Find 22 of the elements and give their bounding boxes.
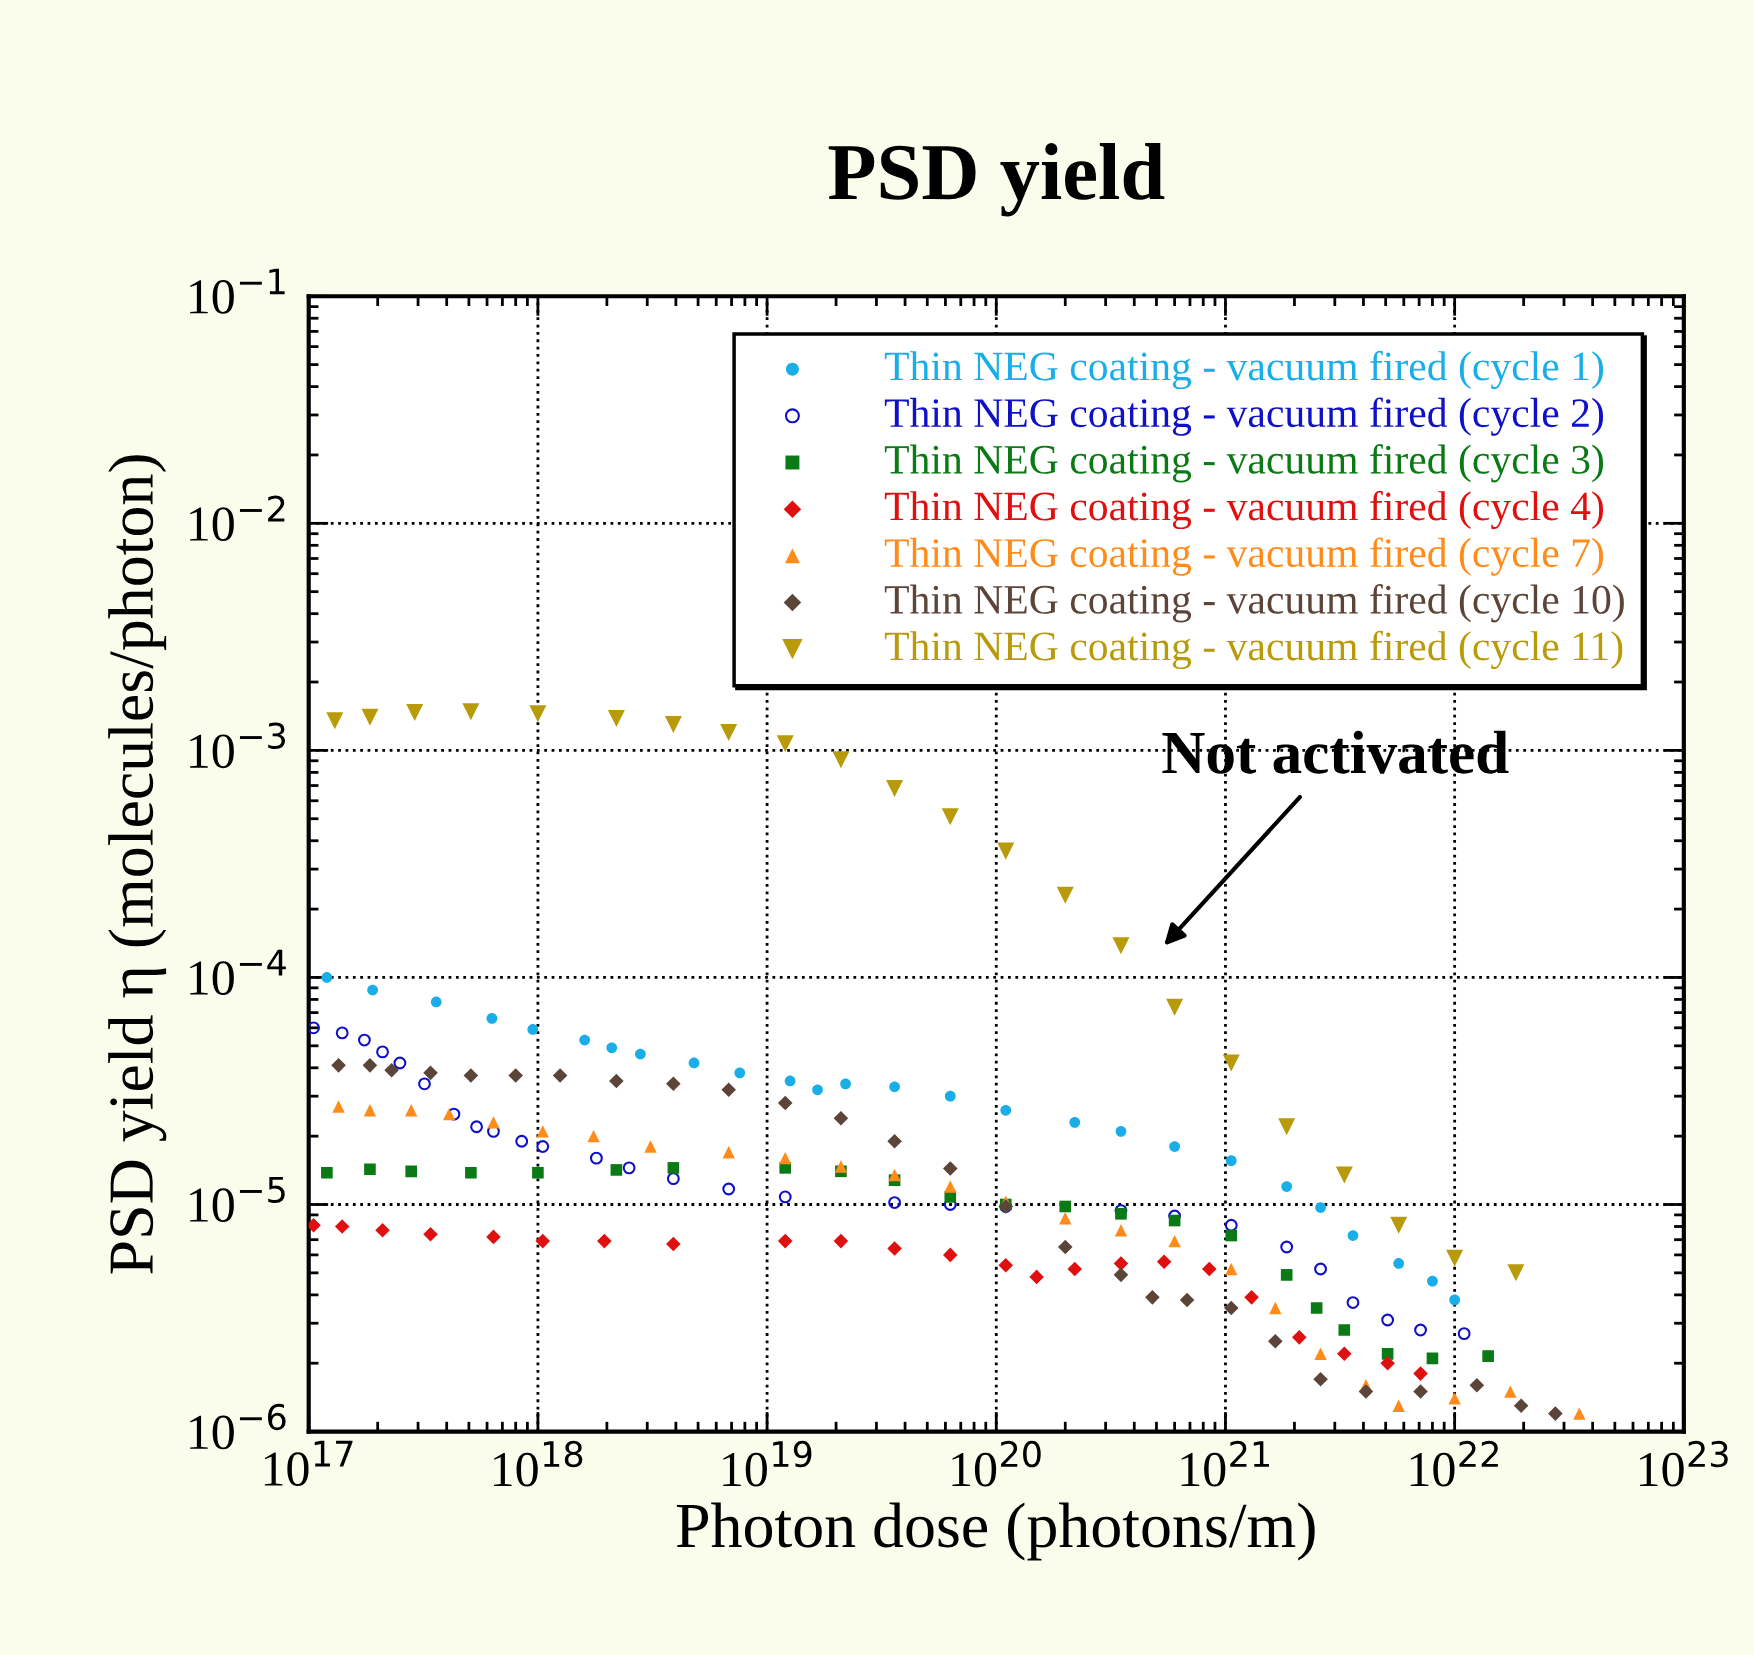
x-tick-label: 10$^{18}$ <box>494 1440 583 1487</box>
y-tick-label: 10$^{−5}$ <box>190 1176 285 1223</box>
legend-label: Thin NEG coating - vacuum fired (cycle 1) <box>884 350 1604 390</box>
x-tick-label: 10$^{20}$ <box>952 1440 1041 1487</box>
y-tick-label: 10$^{−3}$ <box>190 722 286 769</box>
x-tick-label: 10$^{21}$ <box>1181 1440 1269 1487</box>
legend-label: Thin NEG coating - vacuum fired (cycle 10) <box>884 584 1624 623</box>
legend-label: Thin NEG coating - vacuum fired (cycle 3) <box>884 444 1604 483</box>
y-axis-title: PSD yield η (molecules/photon) <box>108 455 167 1274</box>
legend-label: Thin NEG coating - vacuum fired (cycle 11) <box>884 630 1623 670</box>
annotation: Not activated <box>1162 730 1509 774</box>
y-tick-label: 10$^{−2}$ <box>190 495 285 542</box>
legend-label: Thin NEG coating - vacuum fired (cycle 4) <box>884 490 1604 530</box>
chart-title: PSD yield <box>828 143 1165 217</box>
y-tick-label: 10$^{−1}$ <box>190 268 285 314</box>
x-tick-label: 10$^{22}$ <box>1410 1440 1498 1487</box>
legend-label: Thin NEG coating - vacuum fired (cycle 7) <box>884 537 1604 576</box>
legend-label: Thin NEG coating - vacuum fired (cycle 2) <box>884 397 1604 436</box>
x-tick-label: 10$^{19}$ <box>723 1440 812 1487</box>
x-axis-title: Photon dose (photons/m) <box>676 1502 1315 1561</box>
x-tick-label: 10$^{23}$ <box>1639 1440 1728 1487</box>
y-tick-label: 10$^{−4}$ <box>190 949 286 996</box>
